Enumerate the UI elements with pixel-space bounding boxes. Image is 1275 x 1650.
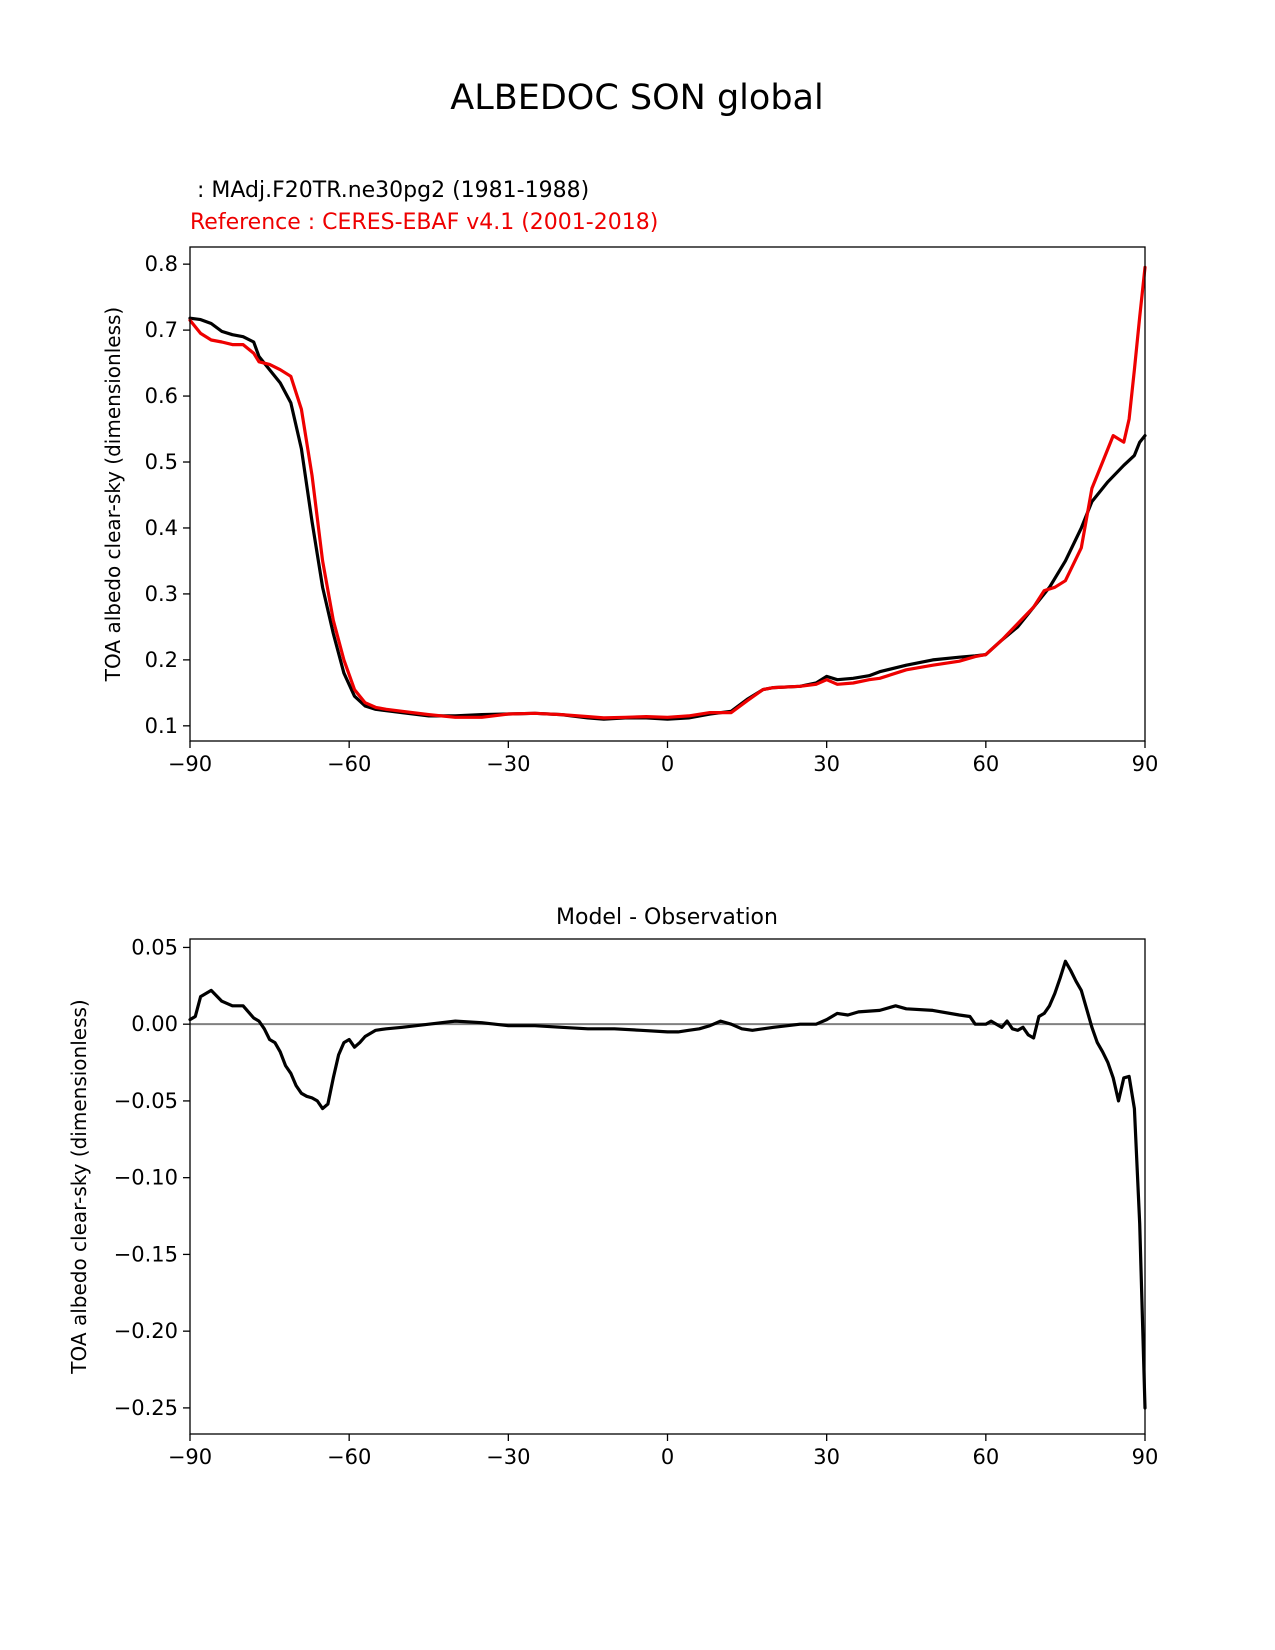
bottom-y-tick-label: −0.10 bbox=[114, 1166, 178, 1190]
bottom-y-tick-label: −0.15 bbox=[114, 1242, 178, 1266]
bottom-y-tick-label: 0.00 bbox=[131, 1012, 178, 1036]
test-label: : MAdj.F20TR.ne30pg2 (1981-1988) bbox=[190, 178, 589, 203]
top-y-axis-label: TOA albedo clear-sky (dimensionless) bbox=[101, 307, 125, 682]
bottom-y-tick-label: −0.05 bbox=[114, 1089, 178, 1113]
top-x-tick-label: 30 bbox=[813, 752, 840, 776]
bottom-x-tick-label: −90 bbox=[168, 1445, 212, 1469]
bottom-axes-frame bbox=[189, 938, 1146, 1435]
bottom-x-tick-label: 60 bbox=[972, 1445, 999, 1469]
bottom-y-axis-label: TOA albedo clear-sky (dimensionless) bbox=[67, 999, 91, 1374]
figure-title: ALBEDOC SON global bbox=[450, 78, 823, 118]
bottom-x-tick-label: −60 bbox=[327, 1445, 371, 1469]
top-series-line-0 bbox=[188, 316, 1147, 721]
top-y-tick-label: 0.8 bbox=[145, 252, 178, 276]
top-y-tick-label: 0.2 bbox=[145, 648, 178, 672]
top-x-tick-label: 60 bbox=[972, 752, 999, 776]
bottom-y-tick-label: −0.25 bbox=[114, 1396, 178, 1420]
top-y-tick-label: 0.4 bbox=[145, 516, 178, 540]
top-axes-frame bbox=[189, 246, 1146, 742]
top-y-tick-label: 0.5 bbox=[145, 450, 178, 474]
bottom-panel-title: Model - Observation bbox=[556, 905, 778, 930]
top-x-tick-label: 90 bbox=[1132, 752, 1159, 776]
top-series-line-1 bbox=[188, 265, 1147, 720]
reference-label: Reference : CERES-EBAF v4.1 (2001-2018) bbox=[190, 210, 658, 235]
bottom-x-tick-label: 30 bbox=[813, 1445, 840, 1469]
top-y-tick-label: 0.7 bbox=[145, 318, 178, 342]
bottom-x-tick-label: 0 bbox=[661, 1445, 674, 1469]
bottom-series-lines bbox=[188, 959, 1147, 1410]
top-y-tick-label: 0.1 bbox=[145, 714, 178, 738]
bottom-panel: Model - Observation TOA albedo clear-sky… bbox=[67, 905, 1158, 1469]
top-panel: : MAdj.F20TR.ne30pg2 (1981-1988) Referen… bbox=[101, 178, 1158, 776]
top-x-tick-label: −30 bbox=[486, 752, 530, 776]
top-axis-ticks: −90 −60 −30 0 30 60 90 0.1 0.2 0.3 0.4 0.5 0.6 0.7 0.8 bbox=[145, 252, 1159, 776]
top-y-tick-label: 0.3 bbox=[145, 582, 178, 606]
bottom-series-line-0 bbox=[188, 959, 1147, 1410]
top-x-tick-label: −60 bbox=[327, 752, 371, 776]
top-x-tick-label: −90 bbox=[168, 752, 212, 776]
bottom-y-tick-label: −0.20 bbox=[114, 1319, 178, 1343]
bottom-x-tick-label: 90 bbox=[1132, 1445, 1159, 1469]
bottom-y-tick-label: 0.05 bbox=[131, 935, 178, 959]
bottom-axis-ticks: −90 −60 −30 0 30 60 90 0.05 0.00 −0.05 −0.10 −0.15 −… bbox=[114, 935, 1159, 1469]
top-series-lines bbox=[188, 265, 1147, 721]
bottom-x-tick-label: −30 bbox=[486, 1445, 530, 1469]
top-y-tick-label: 0.6 bbox=[145, 384, 178, 408]
top-x-tick-label: 0 bbox=[661, 752, 674, 776]
